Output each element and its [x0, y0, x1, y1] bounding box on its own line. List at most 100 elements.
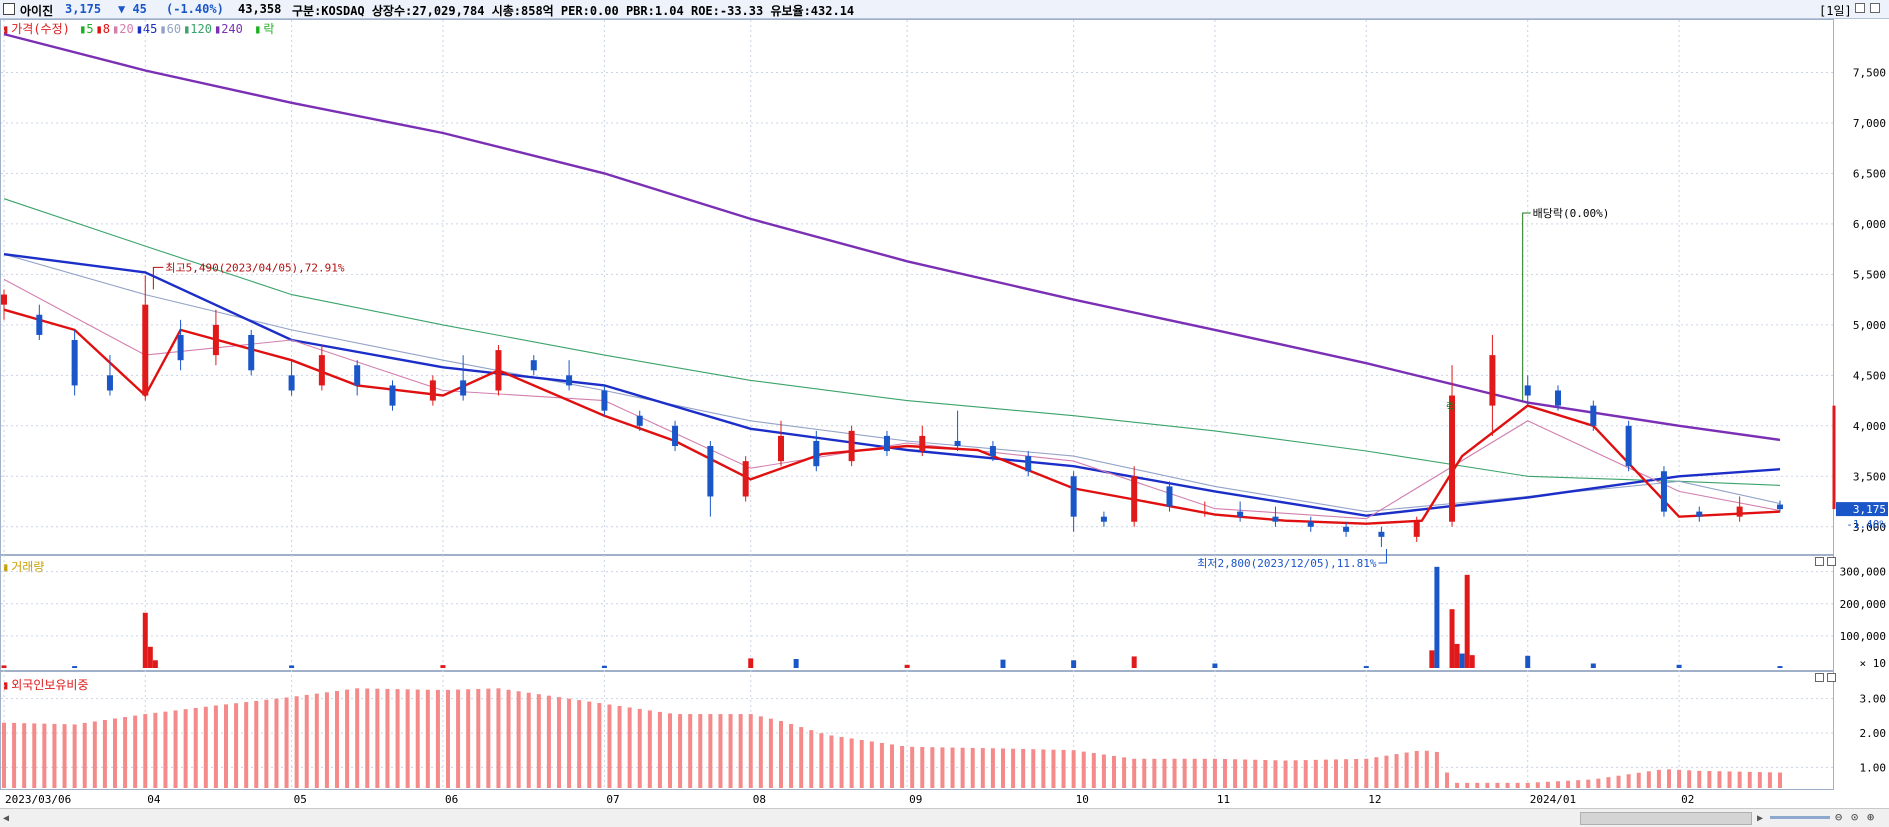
- foreign-bar: [1283, 760, 1288, 788]
- foreign-bar: [1455, 782, 1460, 788]
- foreign-bar: [163, 711, 168, 788]
- zoom-in-icon[interactable]: ⊕: [1867, 810, 1875, 824]
- foreign-bar: [274, 698, 279, 788]
- high-annotation: 최고5,490(2023/04/05),72.91%: [165, 261, 345, 274]
- foreign-bar: [789, 724, 794, 788]
- foreign-bar: [1515, 782, 1520, 788]
- candle-body: [71, 340, 78, 386]
- last-price-tag: [1836, 502, 1888, 517]
- foreign-bar: [345, 689, 350, 788]
- foreign-bar: [1293, 760, 1298, 788]
- foreign-bar: [1616, 775, 1621, 788]
- foreign-bar: [536, 694, 541, 788]
- price-tick-label: 7,000: [1853, 117, 1886, 130]
- scroll-left-icon[interactable]: ◀: [3, 813, 10, 824]
- foreign-bar: [930, 747, 935, 788]
- foreign-bar: [314, 693, 319, 788]
- foreign-bar: [1606, 777, 1611, 788]
- candle-body: [177, 334, 184, 361]
- foreign-bar: [405, 689, 410, 788]
- price-tick-label: 7,500: [1853, 66, 1886, 79]
- foreign-bar: [1212, 758, 1217, 788]
- zoom-slider[interactable]: [1770, 816, 1830, 819]
- volume-bar: [1429, 650, 1435, 668]
- stock-name[interactable]: 아이진: [20, 4, 54, 18]
- x-tick-label: 2023/03/06: [5, 793, 71, 806]
- volume-bar: [1464, 574, 1470, 668]
- high-marker: [152, 266, 164, 290]
- candle-body: [429, 380, 436, 401]
- foreign-bar: [1566, 780, 1571, 788]
- foreign-bar: [1545, 781, 1550, 788]
- volume-close-icon[interactable]: [1827, 557, 1836, 566]
- volume-minimize-icon[interactable]: [1815, 557, 1824, 566]
- scroll-right-icon[interactable]: ▶: [1757, 813, 1764, 824]
- checkbox[interactable]: [3, 3, 15, 15]
- candle-body: [566, 375, 573, 386]
- x-tick-label: 02: [1681, 793, 1694, 806]
- x-tick-label: 08: [753, 793, 766, 806]
- foreign-bar: [304, 694, 309, 788]
- foreign-bar: [1162, 758, 1167, 788]
- stock-chart[interactable]: 3,000 3,500 4,000 4,500 5,000 5,500 6,000 6,500…: [0, 0, 1889, 808]
- volume-bar: [601, 665, 607, 668]
- close-icon[interactable]: [1870, 3, 1880, 13]
- volume-bar: [1434, 566, 1440, 668]
- foreign-tick-label: 3.00: [1860, 693, 1887, 706]
- volume-bar: [1212, 663, 1218, 668]
- ma-line-20: [3, 278, 1781, 520]
- volume-bar: [1459, 653, 1465, 668]
- foreign-bar: [1041, 749, 1046, 788]
- foreign-bar: [355, 688, 360, 788]
- volume-bar: [1469, 655, 1475, 668]
- foreign-bar: [546, 695, 551, 788]
- foreign-bar: [1202, 758, 1207, 788]
- foreign-minimize-icon[interactable]: [1815, 673, 1824, 682]
- foreign-bar: [1303, 760, 1308, 788]
- x-tick-label: 09: [909, 793, 922, 806]
- foreign-bar: [415, 689, 420, 788]
- foreign-bar: [869, 741, 874, 788]
- foreign-bar: [1344, 759, 1349, 788]
- zoom-out-icon[interactable]: ⊖: [1835, 810, 1843, 824]
- foreign-bar: [1646, 771, 1651, 788]
- x-tick-label: 04: [147, 793, 161, 806]
- ma-legend: ▮5 ▮8 ▮20 ▮45 ▮60 ▮120 ▮240: [79, 22, 245, 36]
- foreign-bar: [1656, 769, 1661, 788]
- volume-bar: [72, 666, 78, 668]
- candle-body: [1378, 531, 1385, 537]
- zoom-reset-icon[interactable]: ⊙: [1851, 810, 1859, 824]
- last-price-label: 3,175: [1853, 503, 1886, 516]
- candle-body: [1100, 516, 1107, 522]
- foreign-bar: [365, 688, 370, 788]
- volume-bar: [142, 612, 148, 668]
- foreign-tick-label: 2.00: [1860, 727, 1887, 740]
- foreign-bar: [1636, 772, 1641, 788]
- foreign-bar: [1091, 753, 1096, 788]
- foreign-bar: [1142, 758, 1147, 788]
- foreign-bar: [224, 704, 228, 788]
- low-marker: [1378, 548, 1387, 564]
- foreign-bar: [22, 723, 27, 788]
- foreign-bar: [284, 697, 289, 788]
- scroll-thumb[interactable]: [1580, 812, 1752, 825]
- ma-line-240: [3, 32, 1781, 442]
- ma-legend-45: ▮45: [135, 22, 158, 36]
- candle-body: [1590, 405, 1597, 426]
- foreign-close-icon[interactable]: [1827, 673, 1836, 682]
- foreign-bar: [143, 714, 148, 788]
- foreign-ownership-bars: [2, 688, 1782, 788]
- foreign-bar: [678, 714, 683, 788]
- foreign-bar: [970, 747, 975, 788]
- x-tick-label: 06: [445, 793, 458, 806]
- foreign-bar: [1253, 759, 1258, 788]
- foreign-bar: [1434, 751, 1439, 788]
- period-selector[interactable]: [1일]: [1819, 4, 1852, 18]
- foreign-bar: [1031, 749, 1036, 788]
- minimize-icon[interactable]: [1855, 3, 1865, 13]
- foreign-bar: [1051, 749, 1056, 788]
- candle-body: [318, 355, 325, 386]
- horizontal-scrollbar[interactable]: ◀ ▶ ⊖ ⊙ ⊕: [0, 808, 1889, 827]
- x-tick-label: 12: [1368, 793, 1381, 806]
- foreign-bar: [32, 723, 37, 788]
